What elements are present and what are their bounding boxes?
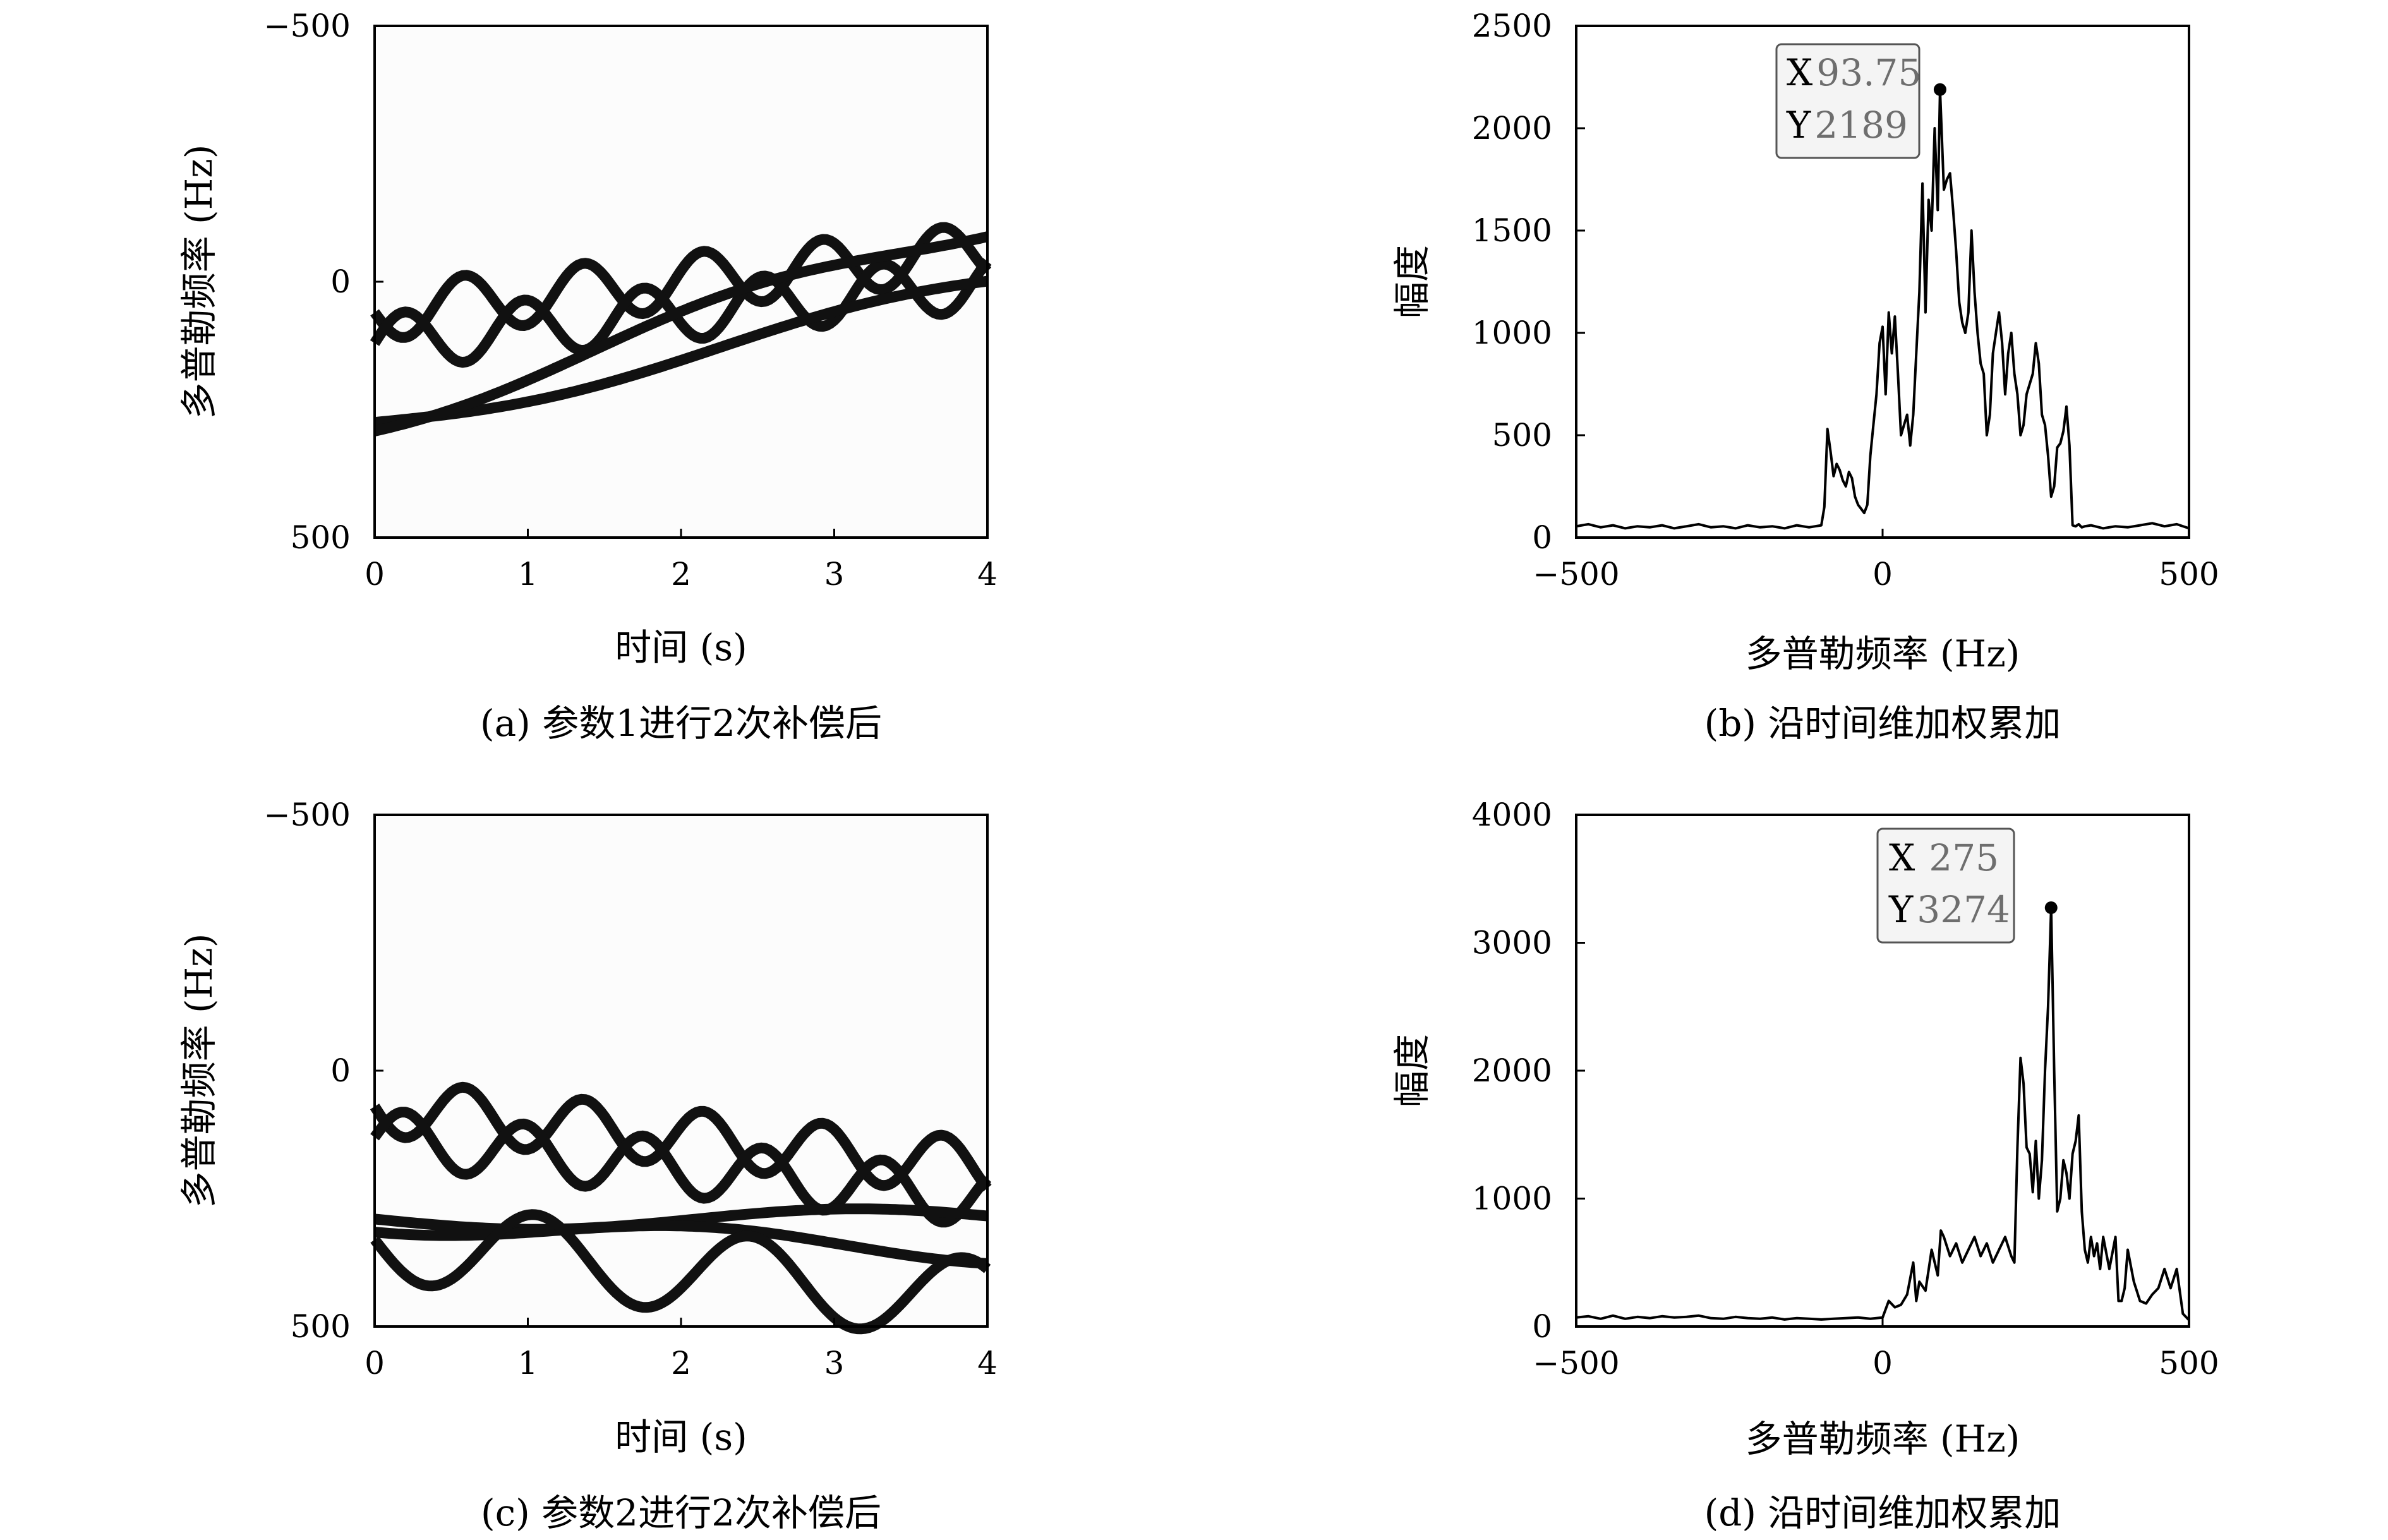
panel-a-xtick-label: 0	[365, 556, 385, 593]
panel-b-peak-marker	[1933, 83, 1946, 96]
panel-c-xtick-label: 0	[365, 1345, 385, 1381]
panel-b-ytick-label: 2500	[1472, 8, 1552, 44]
panel-b-datatip: X 93.75 Y 2189	[1775, 43, 1921, 159]
panel-c-plot-area	[370, 815, 992, 1335]
panel-c-xtick-label: 1	[518, 1345, 538, 1381]
panel-d-xtick-label: 500	[2159, 1345, 2219, 1381]
panel-d-peak-marker	[2044, 901, 2058, 915]
panel-d-datatip: X 275 Y 3274	[1876, 827, 2015, 944]
panel-a-trajectory-1	[370, 222, 992, 343]
panel-b-ytick-label: 2000	[1472, 110, 1552, 147]
panel-a-plot-area	[370, 26, 992, 538]
panel-b-ylabel: 幅度	[1390, 245, 1433, 318]
panel-c-xtick-label: 2	[671, 1345, 691, 1381]
panel-d-datatip-y-value: 3274	[1917, 888, 2010, 931]
panel-c-xtick-label: 3	[824, 1345, 845, 1381]
panel-b-plot-area	[1576, 83, 2190, 530]
panel-d-datatip-box	[1876, 827, 2015, 944]
panel-b-ytick-label: 1000	[1472, 315, 1552, 351]
panel-d-xtick-label: 0	[1872, 1345, 1893, 1381]
panel-b-datatip-y-key: Y	[1786, 104, 1811, 147]
panel-c-trajectory-2	[370, 1107, 992, 1228]
panel-c-ytick-label: 0	[330, 1052, 351, 1089]
panel-a-ytick-label: 0	[330, 263, 351, 300]
panel-a-trajectory-3	[373, 275, 989, 428]
panel-b-datatip-y: Y 2189	[1786, 104, 1908, 147]
panel-a-trajectory-2	[370, 258, 992, 368]
panel-d-plot-area	[1576, 901, 2190, 1321]
panel-d-datatip-x: X 275	[1889, 836, 1999, 879]
panel-c-ytick-label: −500	[264, 797, 351, 833]
panel-b-datatip-box	[1775, 43, 1921, 159]
panel-a-xtick-label: 1	[518, 556, 538, 593]
panel-d-caption: (d) 沿时间维加权累加	[1704, 1491, 2061, 1534]
panel-c-ylabel: 多普勒频率 (Hz)	[178, 934, 220, 1208]
panel-c-trajectory-5	[370, 1209, 991, 1335]
panel-a-ytick-label: −500	[264, 8, 351, 44]
panel-d-ytick-label: 1000	[1472, 1181, 1552, 1217]
panel-b-series-line	[1576, 88, 2190, 530]
panel-c-xtick-label: 4	[977, 1345, 998, 1381]
panel-b-datatip-x: X 93.75	[1787, 51, 1921, 94]
panel-d-datatip-x-value: 275	[1929, 836, 1999, 879]
panel-b-ytick-label: 500	[1492, 417, 1552, 454]
panel-d-xtick-label: −500	[1533, 1345, 1619, 1381]
panel-b-datatip-y-value: 2189	[1814, 104, 1908, 147]
panel-d-datatip-y: Y 3274	[1888, 888, 2010, 931]
panel-a-xlabel: 时间 (s)	[615, 626, 747, 669]
panel-c-trajectory-4	[373, 1220, 989, 1269]
panel-d-ytick-label: 0	[1532, 1308, 1552, 1345]
panel-b-datatip-x-key: X	[1787, 51, 1813, 94]
panel-d-datatip-x-key: X	[1889, 836, 1915, 879]
panel-b-xtick-label: −500	[1533, 556, 1619, 593]
panel-c-xlabel: 时间 (s)	[615, 1416, 747, 1459]
panel-d-datatip-y-key: Y	[1888, 888, 1914, 931]
panel-a-caption: (a) 参数1进行2次补偿后	[480, 702, 882, 745]
panel-d-ytick-label: 4000	[1472, 797, 1552, 833]
panel-c-ticks: 0 1 2 3 4 −500 0 500	[264, 797, 998, 1381]
panel-c-ytick-label: 500	[291, 1308, 351, 1345]
panel-d-ytick-label: 2000	[1472, 1052, 1552, 1089]
panel-a-ytick-label: 500	[291, 519, 351, 556]
panel-a-ylabel: 多普勒频率 (Hz)	[178, 145, 220, 419]
panel-c: 0 1 2 3 4 −500 0 500 时间 (s) 多普勒频率 (Hz) (c) 参数2进…	[178, 797, 998, 1534]
panel-c-caption: (c) 参数2进行2次补偿后	[481, 1491, 881, 1534]
panel-b-ytick-label: 1500	[1472, 212, 1552, 249]
panel-b-ytick-label: 0	[1532, 519, 1552, 556]
panel-a-xtick-label: 2	[671, 556, 691, 593]
panel-a-ticks: 0 1 2 3 4 −500 0 500	[264, 8, 998, 593]
panel-a-xtick-label: 4	[977, 556, 998, 593]
panel-d-series-line	[1576, 906, 2190, 1321]
panel-a-xtick-label: 3	[824, 556, 845, 593]
panel-b-xlabel: 多普勒频率 (Hz)	[1746, 632, 2020, 675]
panel-b-xtick-label: 0	[1872, 556, 1893, 593]
panel-b-caption: (b) 沿时间维加权累加	[1704, 702, 2061, 745]
panel-c-trajectory-1	[370, 1081, 992, 1192]
panel-d-ytick-label: 3000	[1472, 925, 1552, 961]
panel-d-xlabel: 多普勒频率 (Hz)	[1746, 1417, 2020, 1460]
panel-c-heatmap-background	[375, 815, 987, 1326]
panel-b-datatip-x-value: 93.75	[1816, 51, 1921, 94]
panel-a-trajectory-4	[373, 231, 989, 436]
panel-a: 0 1 2 3 4 −500 0 500 时间 (s) 多普勒频率 (Hz) (a) 参数1进…	[178, 8, 998, 745]
panel-d-ylabel: 幅度	[1390, 1034, 1433, 1107]
panel-b-xtick-label: 500	[2159, 556, 2219, 593]
